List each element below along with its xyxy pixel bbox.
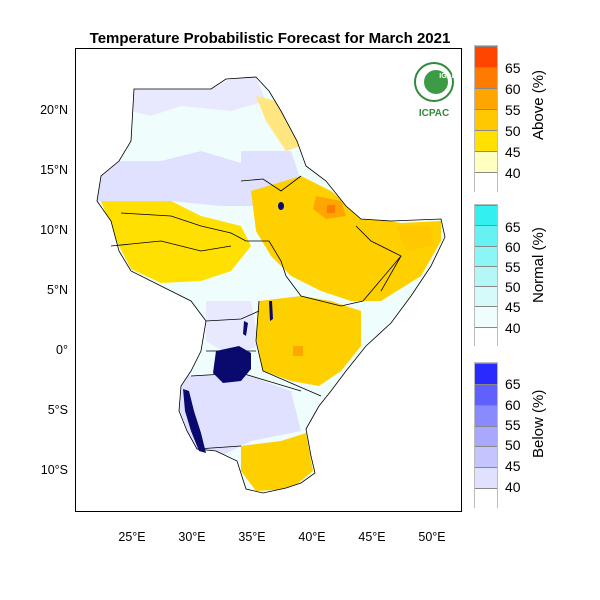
lake-tana — [278, 202, 284, 210]
lon-label-40e: 40°E — [298, 530, 326, 544]
forecast-map — [96, 76, 446, 494]
logo-bottom-text: ICPAC — [418, 108, 450, 119]
legend-below-swatch-45 — [475, 446, 497, 468]
legend-normal-swatch-60 — [475, 225, 497, 246]
legend-normal-bar — [474, 204, 498, 347]
legend-normal-value-60: 60 — [505, 239, 521, 255]
lon-label-50e: 50°E — [418, 530, 446, 544]
below-zone-sudan-west — [97, 151, 281, 206]
legend-above-value-50: 50 — [505, 123, 521, 139]
above-spot-kenya — [293, 346, 303, 356]
below-zone-tanzania — [179, 373, 301, 456]
lat-label-10s: 10°S — [40, 463, 68, 477]
legend-below-title: Below (%) — [530, 389, 547, 458]
country-borders — [96, 76, 446, 494]
legend-above-value-65: 65 — [505, 60, 521, 76]
legend-above-swatch-65 — [475, 46, 497, 67]
legend-above-bar — [474, 45, 498, 193]
legend-below-value-55: 55 — [505, 417, 521, 433]
legend-above-swatch-50 — [475, 109, 497, 130]
lat-label-15n: 15°N — [40, 163, 68, 177]
lake-albert — [243, 321, 248, 336]
above-zone-north-sudan-east — [256, 96, 301, 151]
map-title: Temperature Probabilistic Forecast for M… — [89, 30, 451, 47]
map-frame — [75, 48, 462, 512]
legend-below-swatch-55 — [475, 404, 497, 426]
legend-above-swatch-55 — [475, 88, 497, 109]
lon-label-30e: 30°E — [178, 530, 206, 544]
legend-normal-value-55: 55 — [505, 259, 521, 275]
legend-normal-swatch-65 — [475, 205, 497, 226]
legend-below-value-50: 50 — [505, 437, 521, 453]
legend-normal-swatch-45 — [475, 286, 497, 307]
legend-below-swatch-65 — [475, 363, 497, 384]
legend-above-swatch-60 — [475, 67, 497, 88]
lat-label-10n: 10°N — [40, 223, 68, 237]
legend-normal-value-45: 45 — [505, 299, 521, 315]
legend-below-swatch-60 — [475, 383, 497, 405]
legend-above-swatch-base — [475, 172, 497, 193]
legend-normal-swatch-40 — [475, 306, 497, 327]
lat-label-20n: 20°N — [40, 103, 68, 117]
legend-below-swatch-40 — [475, 467, 497, 489]
above-spot-eritrea-core — [327, 205, 335, 213]
above-zone-south-sudan-west — [101, 201, 251, 283]
legend-above-value-55: 55 — [505, 102, 521, 118]
lat-label-5s: 5°S — [47, 403, 68, 417]
legend-above-swatch-45 — [475, 130, 497, 151]
lat-label-5n: 5°N — [47, 283, 68, 297]
legend-above-swatch-40 — [475, 151, 497, 172]
above-zone-kenya — [256, 296, 361, 386]
legend-normal-swatch-50 — [475, 265, 497, 287]
legend-below-value-40: 40 — [505, 479, 521, 495]
lake-turkana — [269, 301, 273, 321]
icpac-logo: IGAD ICPAC — [410, 62, 458, 126]
legend-below-value-45: 45 — [505, 458, 521, 474]
legend-normal-swatch-55 — [475, 245, 497, 266]
lon-label-25e: 25°E — [118, 530, 146, 544]
legend-above-value-45: 45 — [505, 144, 521, 160]
legend-normal-value-50: 50 — [505, 279, 521, 295]
legend-below-swatch-base — [475, 488, 497, 509]
below-zone-north — [131, 77, 266, 116]
legend-above-title: Above (%) — [530, 69, 547, 140]
lon-label-45e: 45°E — [358, 530, 386, 544]
lakes — [183, 202, 284, 453]
lon-label-35e: 35°E — [238, 530, 266, 544]
above-zone-tanzania-south — [241, 433, 313, 491]
above-spot-somalia — [396, 226, 433, 251]
logo-top-text: IGAD — [439, 73, 457, 80]
logo-inner: IGAD — [424, 70, 457, 94]
legend-normal-swatch-base — [475, 326, 497, 347]
lat-label-0: 0° — [56, 343, 68, 357]
logo-emblem: IGAD — [414, 62, 457, 102]
legend-below-value-65: 65 — [505, 376, 521, 392]
legend-above-value-60: 60 — [505, 81, 521, 97]
lake-victoria — [213, 346, 251, 383]
legend-below-value-60: 60 — [505, 397, 521, 413]
legend-above-value-40: 40 — [505, 165, 521, 181]
legend-below-swatch-50 — [475, 425, 497, 447]
legend-below-bar — [474, 362, 498, 509]
below-zone-uganda — [206, 301, 259, 356]
legend-normal-value-40: 40 — [505, 320, 521, 336]
legend-normal-value-65: 65 — [505, 219, 521, 235]
legend-normal-title: Normal (%) — [530, 227, 547, 303]
lake-tanganyika — [183, 389, 206, 453]
